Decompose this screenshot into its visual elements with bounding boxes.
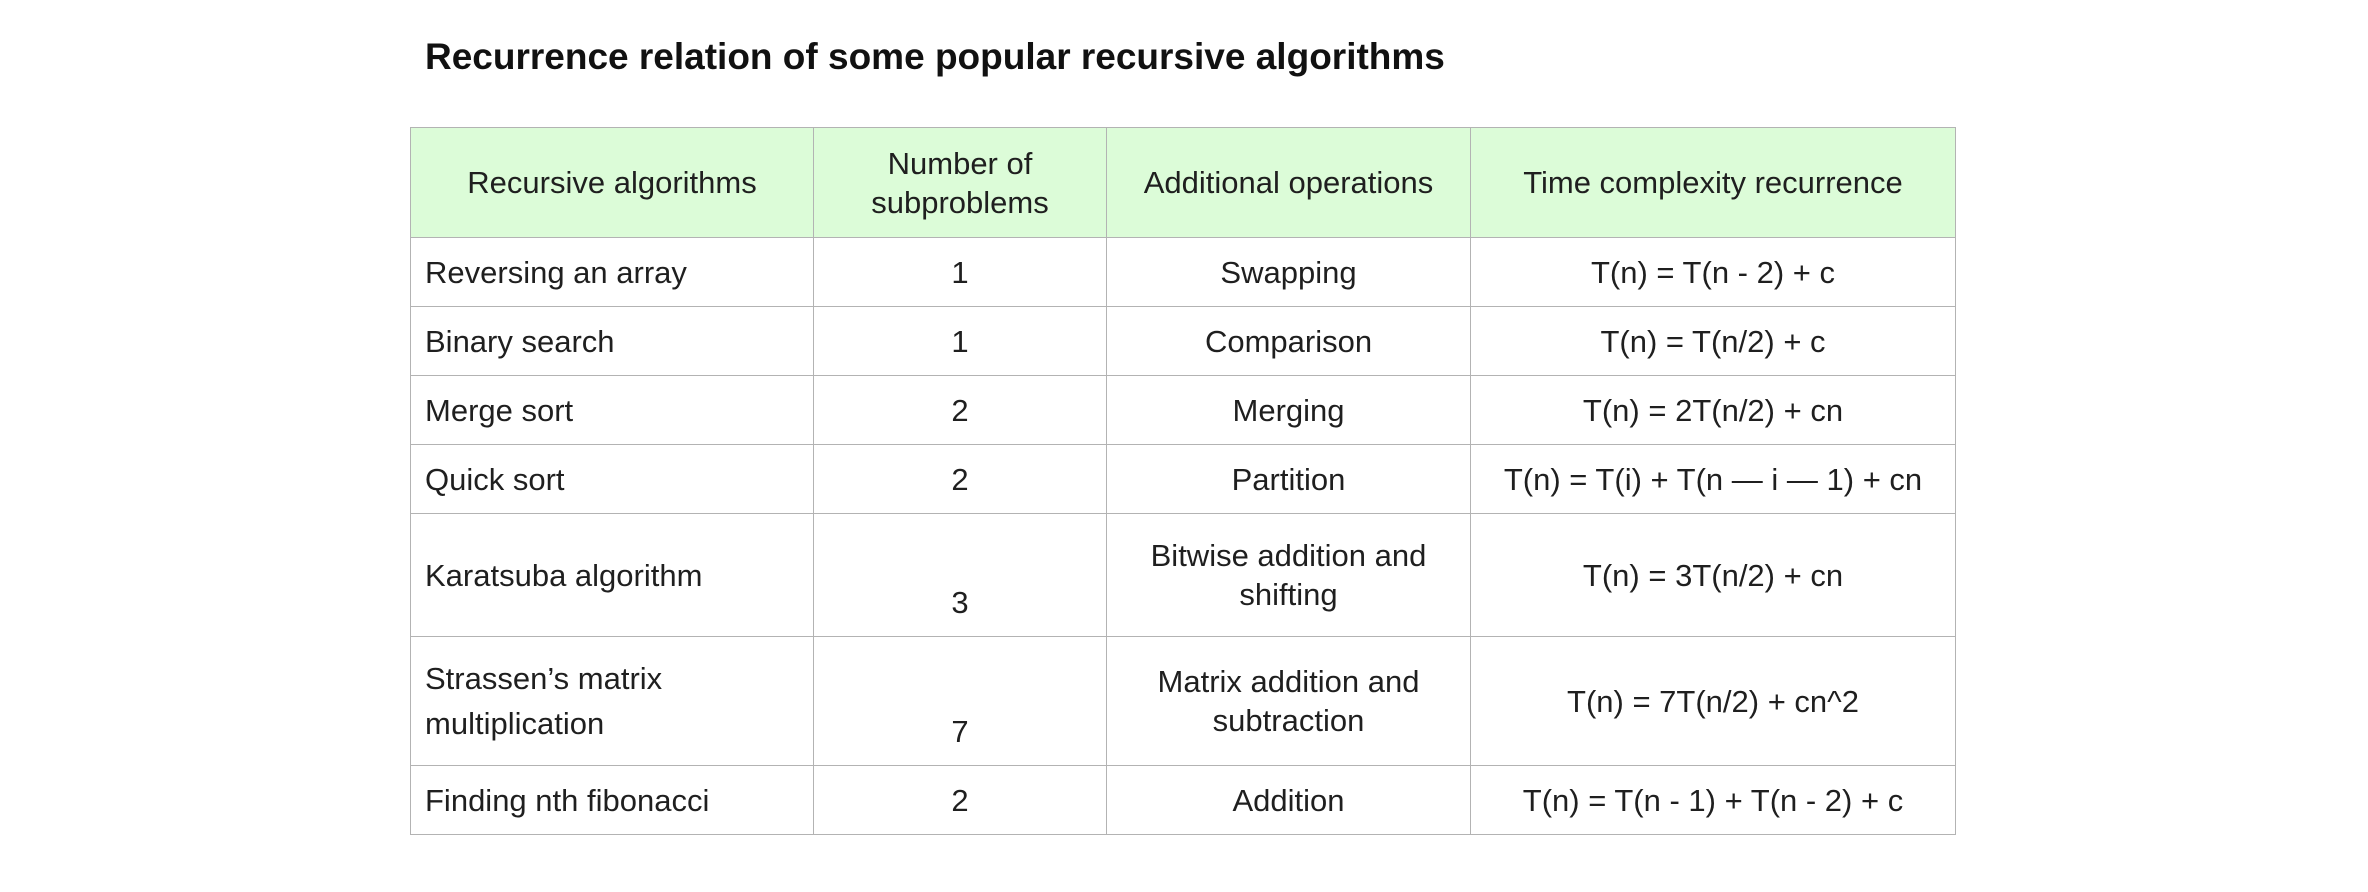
table-row: Quick sort 2 Partition T(n) = T(i) + T(n… (410, 444, 1956, 514)
subproblems-cell: 2 (813, 375, 1107, 445)
recurrence-cell: T(n) = 2T(n/2) + cn (1470, 375, 1956, 445)
table-row: Binary search 1 Comparison T(n) = T(n/2)… (410, 306, 1956, 376)
recurrence-cell: T(n) = T(i) + T(n — i — 1) + cn (1470, 444, 1956, 514)
algorithm-cell: Binary search (410, 306, 814, 376)
table-row: Finding nth fibonacci 2 Addition T(n) = … (410, 765, 1956, 835)
header-number-of-subproblems: Number of subproblems (813, 127, 1107, 238)
recurrence-table: Recursive algorithms Number of subproble… (410, 127, 1956, 835)
header-time-complexity-recurrence: Time complexity recurrence (1470, 127, 1956, 238)
header-additional-operations: Additional operations (1106, 127, 1471, 238)
table-row: Reversing an array 1 Swapping T(n) = T(n… (410, 237, 1956, 307)
subproblems-cell: 1 (813, 237, 1107, 307)
recurrence-cell: T(n) = T(n - 1) + T(n - 2) + c (1470, 765, 1956, 835)
algorithm-cell: Strassen’s matrix multiplication (410, 636, 814, 766)
operations-cell: Swapping (1106, 237, 1471, 307)
operations-cell: Partition (1106, 444, 1471, 514)
operations-cell: Bitwise addition and shifting (1106, 513, 1471, 637)
table-row: Strassen’s matrix multiplication 7 Matri… (410, 636, 1956, 766)
table-header-row: Recursive algorithms Number of subproble… (410, 127, 1956, 238)
algorithm-cell: Merge sort (410, 375, 814, 445)
page-title: Recurrence relation of some popular recu… (425, 36, 1445, 77)
header-recursive-algorithms: Recursive algorithms (410, 127, 814, 238)
operations-cell: Matrix addition and subtraction (1106, 636, 1471, 766)
operations-cell: Merging (1106, 375, 1471, 445)
recurrence-cell: T(n) = T(n - 2) + c (1470, 237, 1956, 307)
algorithm-cell: Quick sort (410, 444, 814, 514)
operations-cell: Comparison (1106, 306, 1471, 376)
subproblems-cell: 1 (813, 306, 1107, 376)
recurrence-cell: T(n) = 3T(n/2) + cn (1470, 513, 1956, 637)
algorithm-cell: Karatsuba algorithm (410, 513, 814, 637)
subproblems-cell: 2 (813, 444, 1107, 514)
table-row: Karatsuba algorithm 3 Bitwise addition a… (410, 513, 1956, 637)
recurrence-cell: T(n) = 7T(n/2) + cn^2 (1470, 636, 1956, 766)
algorithm-cell: Finding nth fibonacci (410, 765, 814, 835)
algorithm-cell: Reversing an array (410, 237, 814, 307)
subproblems-cell: 7 (813, 636, 1107, 766)
subproblems-cell: 3 (813, 513, 1107, 637)
operations-cell: Addition (1106, 765, 1471, 835)
subproblems-cell: 2 (813, 765, 1107, 835)
table-row: Merge sort 2 Merging T(n) = 2T(n/2) + cn (410, 375, 1956, 445)
recurrence-cell: T(n) = T(n/2) + c (1470, 306, 1956, 376)
